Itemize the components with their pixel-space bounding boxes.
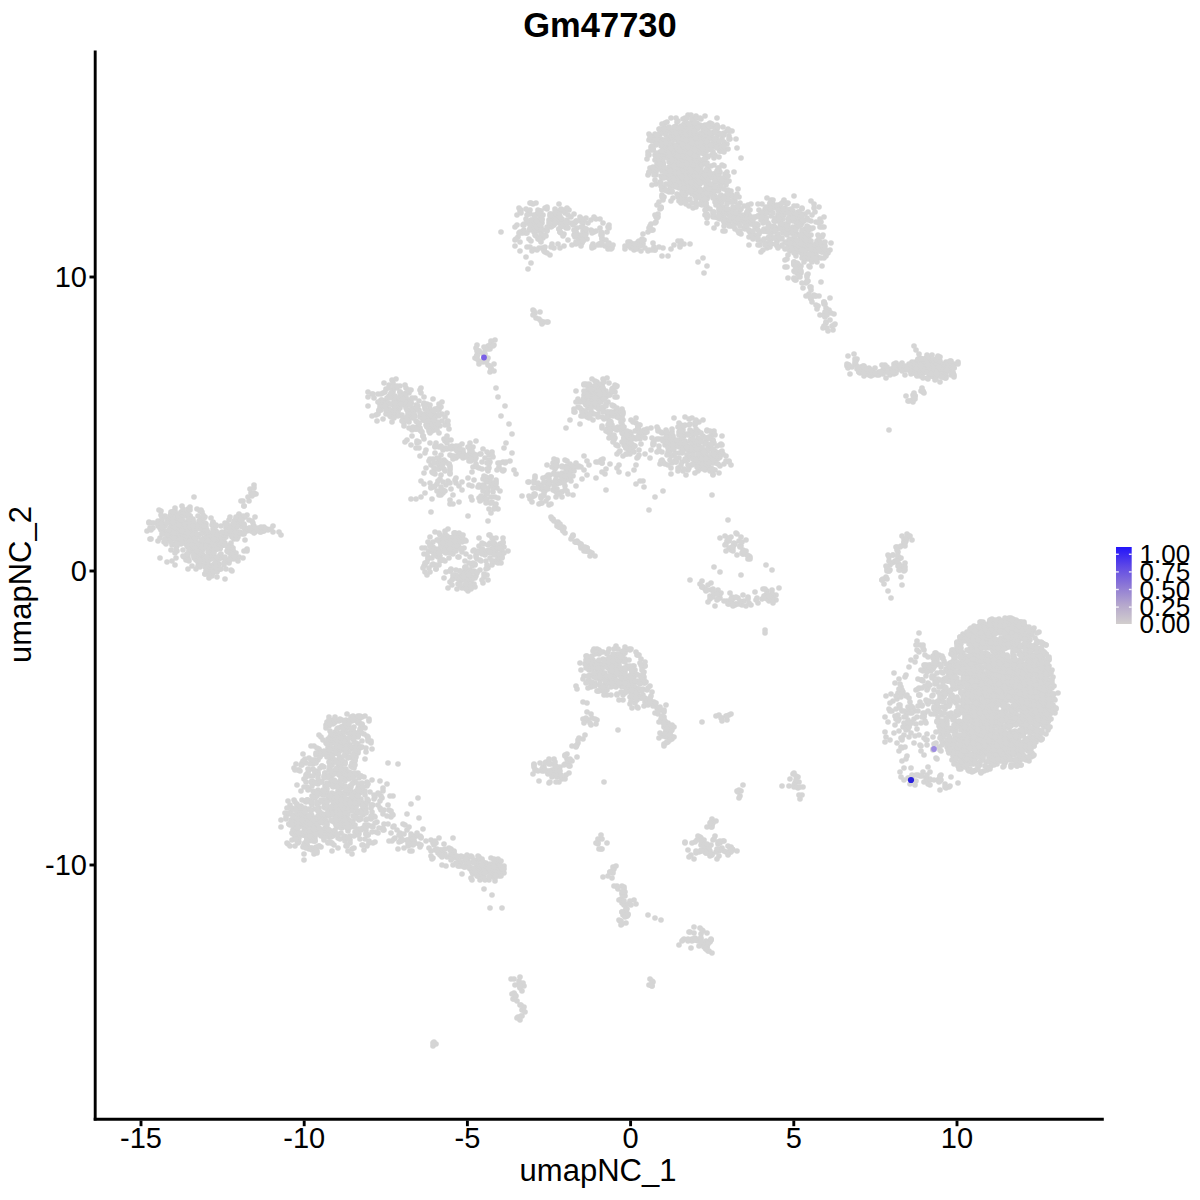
svg-text:0: 0	[623, 1122, 639, 1154]
svg-text:-10: -10	[283, 1122, 325, 1154]
svg-text:umapNC_2: umapNC_2	[3, 506, 38, 663]
svg-text:10: 10	[55, 261, 87, 293]
svg-text:-5: -5	[455, 1122, 481, 1154]
svg-text:0.00: 0.00	[1140, 609, 1191, 639]
svg-text:Gm47730: Gm47730	[523, 6, 676, 44]
svg-text:10: 10	[941, 1122, 973, 1154]
svg-text:5: 5	[786, 1122, 802, 1154]
svg-text:0: 0	[71, 555, 87, 587]
svg-text:-15: -15	[120, 1122, 162, 1154]
svg-text:-10: -10	[45, 849, 87, 881]
svg-text:umapNC_1: umapNC_1	[520, 1153, 677, 1188]
